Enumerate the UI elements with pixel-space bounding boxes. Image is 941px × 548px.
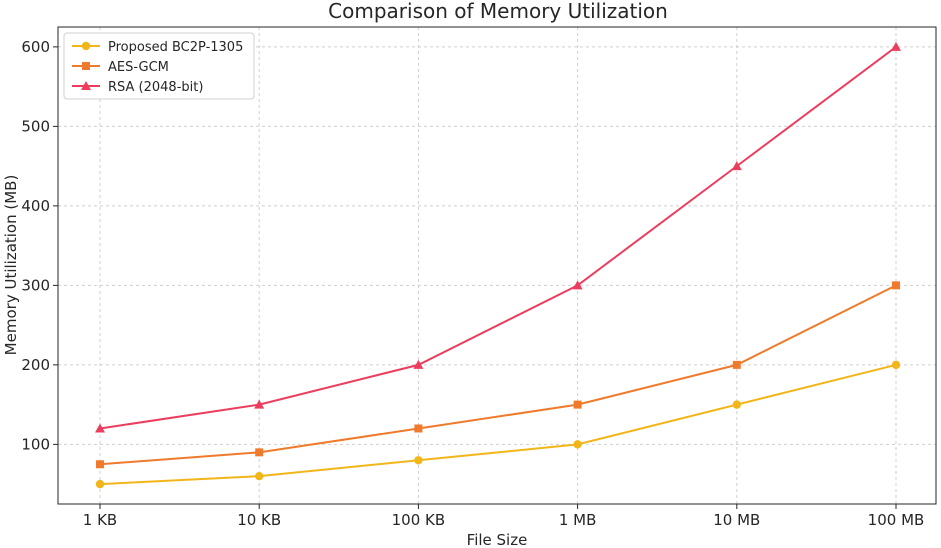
legend-label: AES-GCM <box>108 60 169 75</box>
legend-label: Proposed BC2P-1305 <box>108 40 243 55</box>
x-tick-label: 100 MB <box>868 511 925 529</box>
data-point <box>731 161 742 171</box>
data-point <box>732 360 741 369</box>
series-1 <box>96 281 900 469</box>
x-axis-label: File Size <box>467 531 528 548</box>
data-point <box>414 456 423 465</box>
data-point <box>572 280 583 290</box>
data-point <box>732 400 741 409</box>
legend-box <box>63 32 255 100</box>
data-point <box>413 359 424 369</box>
chart-title: Comparison of Memory Utilization <box>328 0 668 23</box>
data-point <box>891 41 901 51</box>
legend-item: Proposed BC2P-1305 <box>72 40 243 55</box>
data-point <box>892 281 900 290</box>
legend-label: RSA (2048-bit) <box>108 80 203 95</box>
x-tick-label: 10 MB <box>713 511 760 529</box>
data-point <box>891 360 901 370</box>
series-line <box>99 363 897 486</box>
y-axis-label: Memory Utilization (MB) <box>2 175 20 356</box>
x-tick-label: 100 KB <box>392 511 446 529</box>
data-point <box>414 424 423 433</box>
legend-item: AES-GCM <box>72 60 169 75</box>
data-point <box>95 479 105 489</box>
legend-swatch-marker <box>81 81 91 90</box>
series-0 <box>95 360 901 489</box>
legend-swatch-marker <box>82 62 90 70</box>
y-tick-label: 100 <box>21 435 50 453</box>
grid-lines <box>58 27 936 504</box>
series-line <box>99 284 897 466</box>
y-tick-label: 200 <box>21 356 50 374</box>
legend-item: RSA (2048-bit) <box>72 80 203 95</box>
y-tick-label: 500 <box>21 117 50 135</box>
legend-swatch-marker <box>81 41 91 51</box>
data-point <box>255 448 264 457</box>
x-tick-label: 1 KB <box>83 511 117 529</box>
y-tick-label: 300 <box>21 276 50 294</box>
data-point <box>96 460 104 469</box>
legend: Proposed BC2P-1305 AES-GCM RSA (2048-bit) <box>63 32 255 100</box>
axis-ticks: 1 KB 10 KB 100 KB 1 MB 10 MB 100 MB 100 200 300 4… <box>21 38 924 529</box>
data-point <box>573 440 582 449</box>
x-tick-label: 10 KB <box>237 511 281 529</box>
y-tick-label: 600 <box>21 38 50 56</box>
plot-frame <box>57 26 937 505</box>
series-line <box>99 46 897 430</box>
series-2 <box>95 41 901 433</box>
y-tick-label: 400 <box>21 197 50 215</box>
data-point <box>255 471 264 481</box>
data-point <box>95 423 105 433</box>
data-point <box>254 399 265 409</box>
series-layer <box>95 41 901 489</box>
x-tick-label: 1 MB <box>559 511 597 529</box>
data-point <box>573 400 582 409</box>
